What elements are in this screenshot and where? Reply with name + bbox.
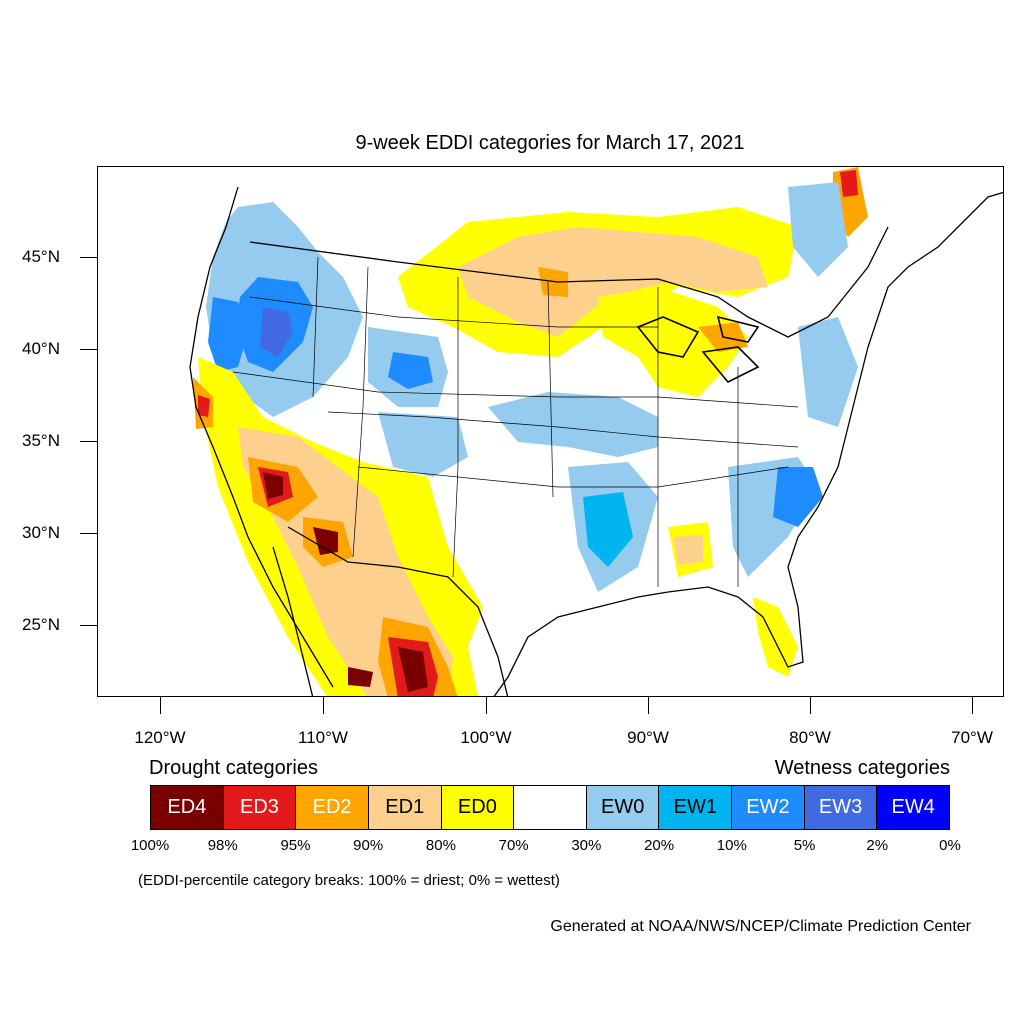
legend-category-ew0: EW0 bbox=[586, 786, 660, 829]
lat-label-40: 40°N bbox=[22, 339, 60, 358]
legend-break-label: 80% bbox=[425, 837, 456, 854]
dry-region-ed4-1 bbox=[263, 472, 283, 499]
lon-tick bbox=[323, 697, 324, 714]
lat-label-30: 30°N bbox=[22, 523, 60, 542]
credit-line: Generated at NOAA/NWS/NCEP/Climate Predi… bbox=[550, 918, 971, 935]
wet-region-new-england bbox=[788, 182, 848, 277]
coastline-west bbox=[189, 186, 334, 688]
legend-break-label: 0% bbox=[939, 837, 961, 854]
wet-region-wyoming-core bbox=[388, 352, 433, 389]
eddi-map bbox=[97, 166, 1004, 697]
legend-break-label: 70% bbox=[498, 837, 529, 854]
legend-break-label: 90% bbox=[353, 837, 384, 854]
legend-category-ed2: ED2 bbox=[296, 786, 369, 829]
map-shading bbox=[193, 167, 868, 696]
legend-break-label: 100% bbox=[130, 837, 170, 854]
lat-tick bbox=[80, 349, 97, 350]
wetness-categories-title: Wetness categories bbox=[774, 757, 950, 779]
border-canada bbox=[249, 226, 889, 338]
lon-label-120: 120°W bbox=[134, 728, 186, 747]
legend-category-ew3: EW3 bbox=[804, 786, 878, 829]
legend-category-ed3: ED3 bbox=[223, 786, 297, 829]
drought-categories-title: Drought categories bbox=[149, 757, 318, 779]
legend-category-ed0: ED0 bbox=[441, 786, 515, 829]
legend-break-label: 95% bbox=[280, 837, 311, 854]
lat-tick bbox=[80, 625, 97, 626]
legend-category-ew2: EW2 bbox=[732, 786, 805, 829]
dry-region-alabama-ed1 bbox=[673, 535, 703, 565]
legend-break-label: 5% bbox=[793, 837, 816, 854]
wet-region-coast bbox=[208, 297, 248, 372]
border-mexico bbox=[287, 526, 509, 696]
legend-category-ew4: EW4 bbox=[877, 786, 950, 829]
lat-label-45: 45°N bbox=[22, 247, 60, 266]
legend-category-ed4: ED4 bbox=[151, 786, 224, 829]
wet-region-east bbox=[798, 317, 858, 427]
dry-region-great-lakes bbox=[598, 287, 748, 397]
lon-label-110: 110°W bbox=[298, 728, 348, 747]
state-lines bbox=[232, 256, 799, 587]
lon-tick bbox=[972, 697, 973, 714]
legend-break-label: 10% bbox=[716, 837, 747, 854]
dry-region-ed4-3 bbox=[398, 647, 428, 692]
dry-region-ed4-4 bbox=[348, 667, 373, 687]
dry-region-ed4-2 bbox=[313, 527, 338, 555]
dry-region-northern-plains-ed1 bbox=[458, 227, 768, 337]
legend-break-label: 20% bbox=[644, 837, 675, 854]
legend-break-label: 98% bbox=[207, 837, 238, 854]
wet-region-central bbox=[488, 392, 658, 457]
map-boundaries bbox=[189, 186, 1003, 696]
map-title: 9-week EDDI categories for March 17, 202… bbox=[355, 132, 745, 154]
dry-region-california-core bbox=[198, 395, 210, 417]
lat-label-25: 25°N bbox=[22, 615, 60, 634]
legend-color-bar: ED4 ED3 ED2 ED1 ED0 EW0 EW1 EW2 EW3 EW4 bbox=[150, 785, 950, 830]
coastline-gulf bbox=[493, 191, 1003, 696]
lon-label-100: 100°W bbox=[460, 728, 512, 747]
great-lakes bbox=[636, 315, 760, 383]
lon-tick bbox=[160, 697, 161, 714]
eddi-map-canvas bbox=[189, 167, 1003, 696]
legend-category-ed1: ED1 bbox=[368, 786, 442, 829]
lon-tick bbox=[810, 697, 811, 714]
lon-tick bbox=[486, 697, 487, 714]
lat-tick bbox=[80, 441, 97, 442]
wet-region-northwest-deep bbox=[260, 307, 293, 357]
legend-footnote: (EDDI-percentile category breaks: 100% =… bbox=[138, 872, 560, 889]
lon-label-90: 90°W bbox=[627, 728, 669, 747]
wet-region-lower-mississippi-core bbox=[583, 492, 633, 567]
lon-label-70: 70°W bbox=[951, 728, 993, 747]
legend-break-label: 2% bbox=[866, 837, 889, 854]
dry-region-florida bbox=[753, 597, 798, 677]
legend-category-neutral bbox=[514, 786, 587, 829]
legend-category-ew1: EW1 bbox=[659, 786, 733, 829]
lon-label-80: 80°W bbox=[789, 728, 831, 747]
legend-break-label: 30% bbox=[571, 837, 602, 854]
wet-region-colorado bbox=[378, 412, 468, 477]
dry-region-maine-core bbox=[840, 170, 858, 197]
wet-region-carolinas bbox=[773, 467, 823, 527]
lon-tick bbox=[648, 697, 649, 714]
coastline-baja bbox=[272, 546, 314, 696]
lat-tick bbox=[80, 257, 97, 258]
lat-label-35: 35°N bbox=[22, 431, 60, 450]
lat-tick bbox=[80, 533, 97, 534]
